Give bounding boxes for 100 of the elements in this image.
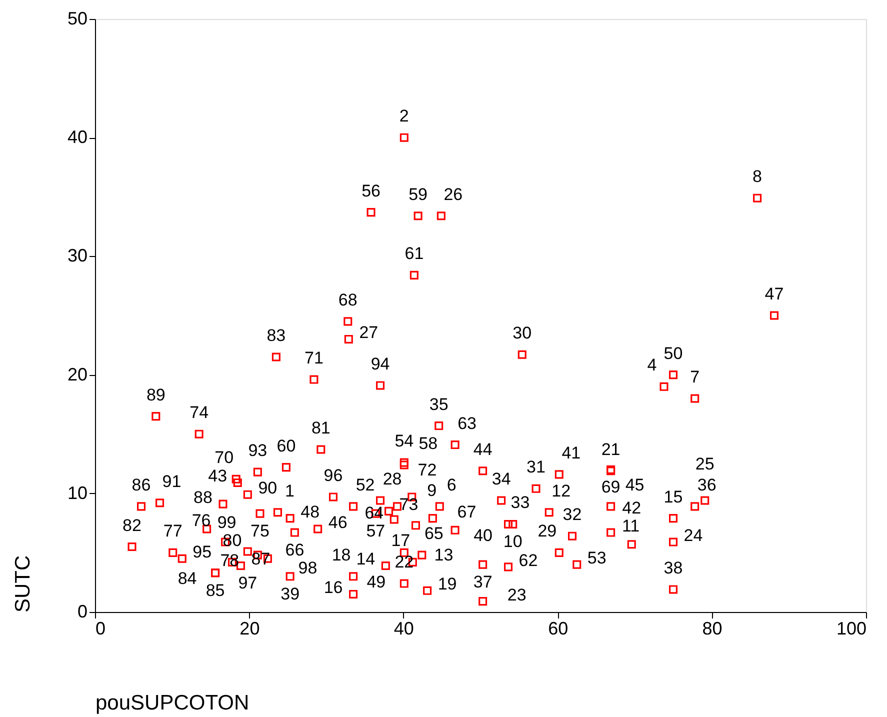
annotation: 74: [190, 403, 209, 422]
annotation: 47: [764, 284, 784, 304]
x-axis-title: pouSUPCOTON: [96, 692, 250, 714]
x-tick-label: 20: [240, 618, 260, 638]
annotation: 41: [562, 443, 581, 462]
annotation: 90: [258, 478, 278, 498]
y-tick-label: 10: [67, 482, 88, 503]
annotation: 63: [458, 414, 477, 433]
annotation: 56: [362, 181, 380, 200]
annotation: 24: [684, 526, 703, 546]
annotation: 52: [356, 475, 375, 494]
annotation: 2: [399, 106, 409, 126]
y-tick-label: 40: [67, 127, 88, 148]
annotation: 46: [328, 512, 348, 532]
annotation: 44: [473, 440, 492, 459]
annotation: 13: [434, 545, 454, 564]
annotation: 16: [324, 578, 343, 598]
annotation: 7: [690, 368, 700, 387]
x-tick-label: 40: [394, 618, 414, 638]
annotation: 73: [399, 495, 418, 514]
annotation: 97: [238, 574, 258, 593]
annotation: 61: [404, 244, 424, 264]
annotation: 71: [304, 348, 324, 368]
annotation: 25: [695, 454, 714, 474]
annotation: 98: [298, 558, 318, 578]
annotation: 9: [427, 480, 437, 500]
annotation: 76: [192, 511, 211, 530]
annotation: 65: [424, 524, 444, 544]
x-tick-label: 80: [702, 618, 722, 638]
annotation: 62: [518, 550, 538, 570]
annotation: 60: [276, 436, 296, 456]
annotation: 37: [473, 572, 492, 592]
annotation: 95: [192, 542, 212, 562]
annotation: 80: [222, 531, 242, 550]
annotation: 54: [394, 432, 414, 451]
y-axis-title: SUTC: [12, 555, 34, 612]
annotation: 1: [284, 481, 294, 500]
annotation: 4: [647, 356, 657, 375]
annotation: 49: [366, 572, 386, 592]
annotation: 86: [132, 475, 151, 494]
annotation: 48: [300, 502, 320, 522]
annotation: 99: [217, 512, 236, 532]
y-tick-label: 0: [77, 602, 88, 622]
annotation: 59: [408, 184, 428, 204]
annotation: 72: [418, 460, 437, 480]
x-tick-label: 0: [96, 618, 106, 638]
annotation: 81: [311, 418, 330, 438]
annotation: 30: [512, 324, 532, 343]
y-tick-label: 20: [67, 364, 88, 384]
annotation: 10: [503, 532, 522, 552]
annotation: 84: [178, 568, 197, 588]
annotation: 66: [285, 540, 304, 560]
annotation: 75: [250, 522, 270, 541]
annotation: 57: [366, 522, 386, 541]
annotation: 34: [492, 470, 511, 489]
annotation: 70: [214, 448, 234, 468]
annotation: 19: [438, 574, 457, 594]
annotation: 12: [552, 481, 571, 500]
annotation: 53: [587, 548, 606, 568]
annotation: 29: [538, 522, 557, 541]
annotation: 33: [510, 493, 530, 512]
annotation: 32: [562, 505, 582, 524]
y-tick-label: 50: [67, 8, 88, 28]
annotation: 31: [526, 458, 546, 477]
annotation: 50: [664, 344, 683, 363]
annotation: 39: [280, 584, 300, 604]
y-tick-label: 30: [67, 246, 88, 266]
annotation: 58: [418, 434, 438, 453]
annotation: 27: [359, 323, 378, 342]
annotation: 38: [664, 558, 683, 578]
annotation: 91: [162, 472, 182, 491]
annotation: 93: [248, 441, 268, 460]
annotation: 67: [457, 502, 476, 522]
annotation: 6: [446, 475, 456, 494]
annotation: 14: [356, 550, 376, 569]
annotation: 23: [507, 585, 526, 604]
annotation: 68: [338, 290, 358, 310]
annotation: 42: [622, 498, 642, 518]
annotation: 85: [206, 580, 225, 600]
annotation: 15: [664, 487, 683, 506]
x-tick-label: 100: [836, 618, 866, 638]
annotation: 11: [622, 516, 640, 536]
annotation: 96: [324, 466, 343, 485]
annotation: 28: [382, 470, 402, 489]
annotation: 36: [697, 475, 716, 494]
annotation: 94: [370, 354, 390, 374]
annotation: 69: [601, 478, 620, 497]
annotation: 89: [146, 385, 166, 404]
annotation: 18: [332, 545, 351, 564]
annotation: 26: [444, 184, 463, 204]
annotation: 35: [429, 394, 448, 414]
x-tick-label: 60: [548, 618, 568, 638]
annotation: 45: [625, 475, 644, 494]
annotation: 40: [474, 526, 493, 546]
annotation: 17: [391, 531, 410, 550]
annotation: 21: [601, 440, 620, 459]
annotation: 8: [752, 167, 762, 186]
annotation: 77: [163, 522, 182, 541]
annotation: 82: [122, 516, 142, 535]
annotation: 43: [208, 466, 228, 486]
